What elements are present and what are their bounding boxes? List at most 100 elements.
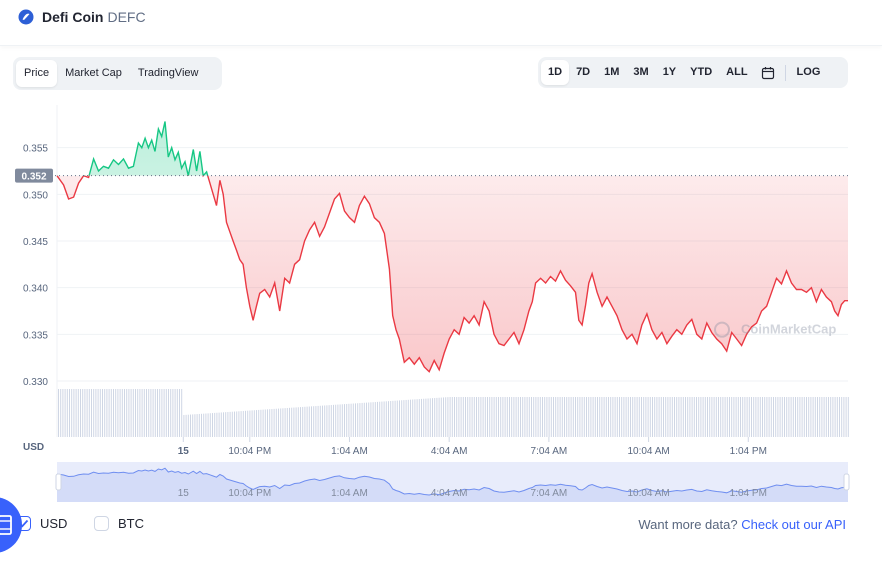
volume-bar <box>256 410 257 437</box>
volume-bar <box>115 389 117 437</box>
volume-bar <box>533 397 535 437</box>
range-1m[interactable]: 1M <box>604 66 620 78</box>
volume-bar <box>559 397 561 437</box>
volume-bar <box>203 413 205 437</box>
volume-bar <box>762 397 763 437</box>
volume-bar <box>152 389 154 437</box>
volume-bar <box>605 397 607 437</box>
chart-footer: USD BTC Want more data? Check out our AP… <box>0 510 882 540</box>
navigator-handle-left[interactable] <box>55 473 62 491</box>
volume-bar <box>610 397 612 437</box>
volume-bar <box>841 397 843 437</box>
volume-bar <box>843 397 845 437</box>
range-ytd[interactable]: YTD <box>690 66 713 78</box>
tab-price[interactable]: Price <box>16 60 58 87</box>
volume-bar <box>528 397 530 437</box>
volume-bar <box>830 397 832 437</box>
volume-bar <box>649 397 651 437</box>
range-navigator[interactable]: 15 10:04 PM 1:04 AM 4:04 AM 7:04 AM 10:04 AM 1… <box>55 462 850 502</box>
volume-bar <box>170 389 172 437</box>
volume-bar <box>385 401 387 437</box>
navigator-handle-right[interactable] <box>843 473 850 491</box>
volume-bar <box>733 397 735 437</box>
tab-market-cap[interactable]: Market Cap <box>65 67 122 79</box>
volume-bar <box>484 397 486 437</box>
volume-bar <box>113 389 114 437</box>
volume-bar <box>715 397 717 437</box>
volume-bar <box>586 397 587 437</box>
volume-bar <box>135 389 136 437</box>
log-scale-toggle[interactable]: LOG <box>796 66 821 78</box>
volume-bar <box>121 389 123 437</box>
volume-bar <box>799 397 801 437</box>
volume-bar <box>282 408 284 437</box>
coin-header: Defi Coin DEFC <box>0 0 882 46</box>
volume-bar <box>689 397 691 437</box>
y-axis-unit: USD <box>23 442 44 453</box>
volume-bar <box>300 407 301 437</box>
volume-bar <box>597 397 598 437</box>
volume-bar <box>491 397 493 437</box>
volume-bar <box>108 389 110 437</box>
volume-bar <box>278 408 279 437</box>
volume-bar <box>339 404 341 437</box>
side-widget-button[interactable] <box>0 497 22 553</box>
range-3m[interactable]: 3M <box>633 66 649 78</box>
volume-bar <box>434 398 436 437</box>
range-1d[interactable]: 1D <box>541 60 570 85</box>
volume-bar <box>363 402 365 437</box>
volume-bar <box>720 397 722 437</box>
volume-bar <box>583 397 585 437</box>
volume-bar <box>192 414 194 437</box>
volume-bar <box>814 397 816 437</box>
currency-btc-option[interactable]: BTC <box>94 516 144 531</box>
volume-bar <box>302 406 304 437</box>
navigator-label: 4:04 AM <box>431 488 468 499</box>
volume-bar <box>698 397 700 437</box>
volume-bar <box>588 397 590 437</box>
volume-bar <box>251 410 253 437</box>
volume-bar <box>154 389 156 437</box>
volume-bar <box>572 397 574 437</box>
volume-bar <box>93 389 95 437</box>
volume-bar <box>176 389 178 437</box>
range-7d[interactable]: 7D <box>576 66 591 78</box>
volume-bar <box>726 397 728 437</box>
volume-bar <box>803 397 805 437</box>
coin-name: Defi Coin <box>42 9 104 25</box>
navigator-label: 1:04 PM <box>730 488 767 499</box>
navigator-label: 10:04 AM <box>627 488 669 499</box>
volume-bar <box>223 412 224 437</box>
volume-bar <box>324 405 326 437</box>
volume-bar <box>632 397 634 437</box>
volume-bar <box>306 406 308 437</box>
range-divider <box>784 64 786 81</box>
price-chart[interactable]: 0.355 0.350 0.345 0.340 0.335 0.330 0.352 Coi… <box>0 95 882 510</box>
volume-bar <box>291 407 293 437</box>
volume-bar <box>467 397 469 437</box>
btc-checkbox[interactable] <box>94 516 109 531</box>
volume-bar <box>207 413 209 437</box>
range-all[interactable]: ALL <box>726 66 748 78</box>
currency-usd-option[interactable]: USD <box>16 516 67 531</box>
coin-logo-icon <box>18 9 34 25</box>
navigator-label: 10:04 PM <box>228 488 271 499</box>
navigator-line <box>56 467 848 496</box>
api-link[interactable]: Check out our API <box>741 517 846 532</box>
range-1y[interactable]: 1Y <box>662 66 677 78</box>
volume-bar <box>273 408 275 437</box>
volume-bar <box>614 397 616 437</box>
volume-bar <box>579 397 581 437</box>
volume-bar <box>317 405 319 437</box>
volume-bar <box>506 397 508 437</box>
volume-bar <box>792 397 794 437</box>
calendar-icon[interactable] <box>755 60 781 85</box>
volume-bar <box>647 397 649 437</box>
volume-bar <box>621 397 623 437</box>
volume-bar <box>524 397 526 437</box>
volume-bar <box>390 400 392 437</box>
more-data-text: Want more data? Check out our API <box>638 517 846 532</box>
x-tick-label: 10:04 PM <box>228 446 271 457</box>
volume-bar <box>713 397 715 437</box>
tab-tradingview[interactable]: TradingView <box>137 67 199 79</box>
